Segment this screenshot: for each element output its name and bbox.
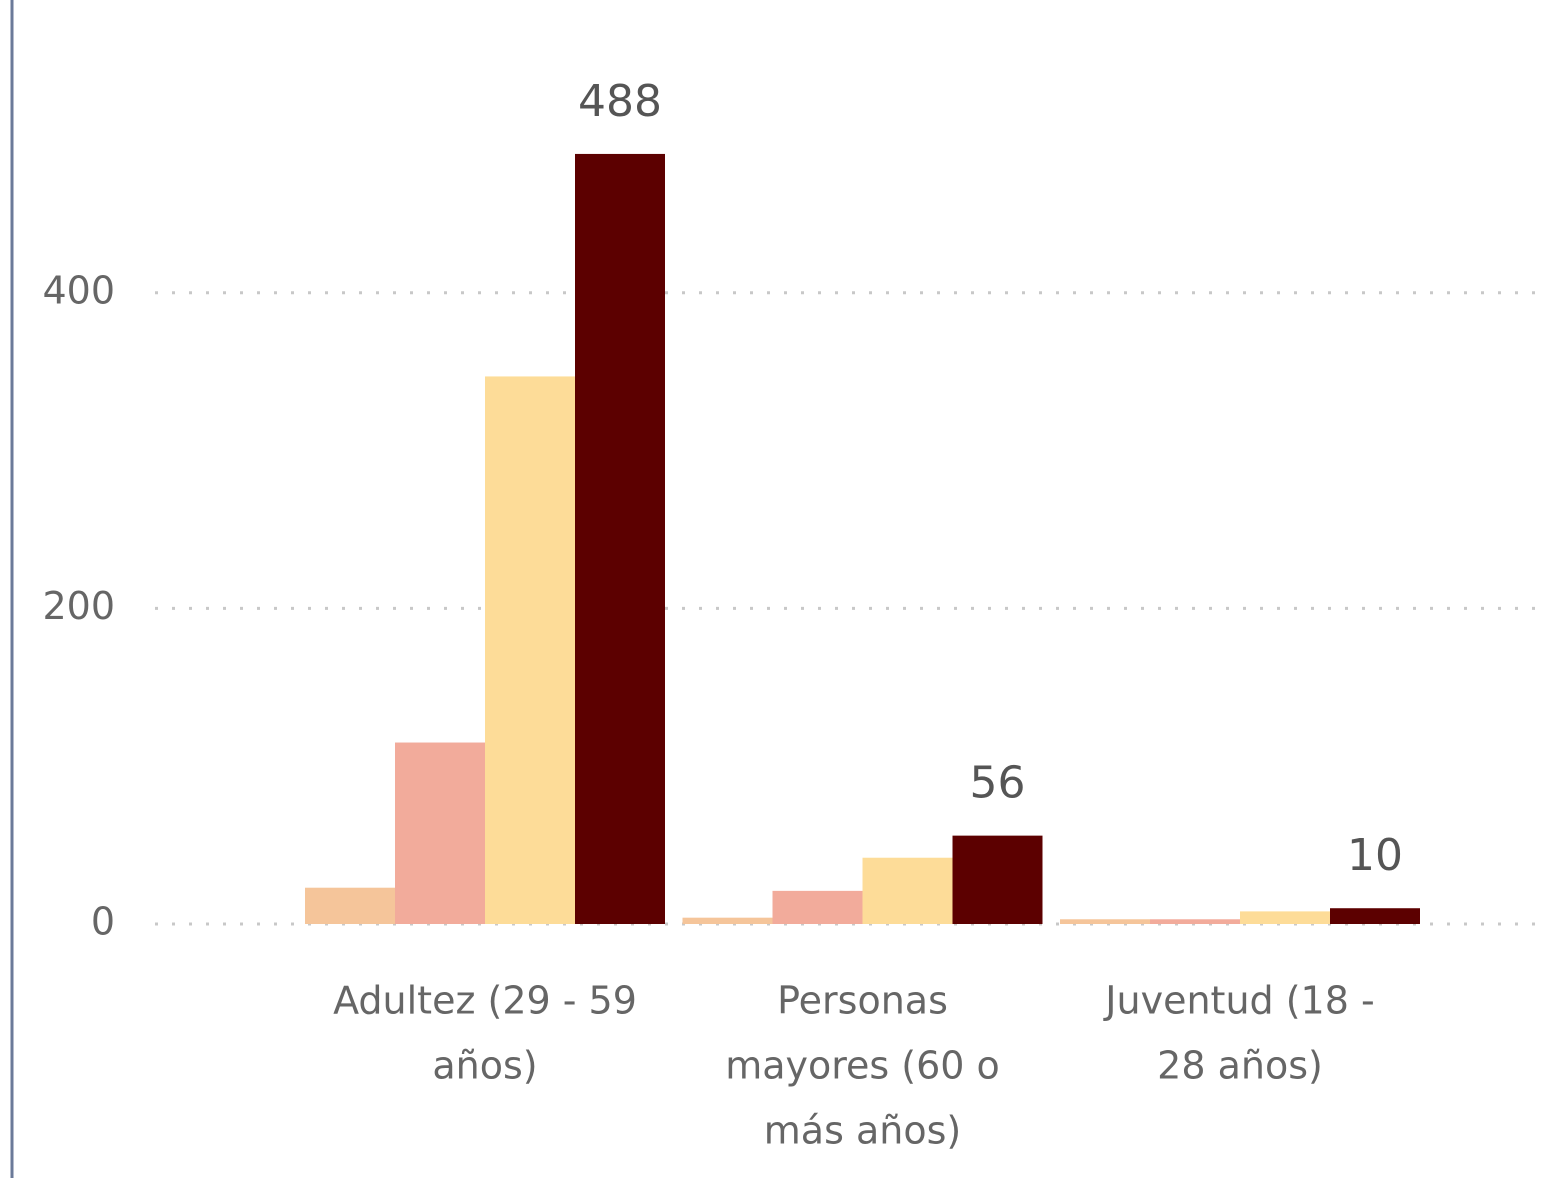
data-label: 10 [1347, 830, 1403, 881]
x-tick-label: Personas [777, 979, 948, 1023]
bar [305, 887, 395, 924]
bar [1150, 919, 1240, 924]
bar [485, 376, 575, 925]
bar [1330, 908, 1420, 924]
y-tick-label: 400 [42, 268, 115, 312]
x-tick-label: 28 años) [1157, 1044, 1323, 1088]
y-tick-label: 0 [91, 900, 115, 944]
x-tick-label: años) [432, 1044, 537, 1088]
bar [682, 917, 773, 924]
bar [772, 890, 863, 924]
x-tick-label: más años) [764, 1109, 961, 1153]
x-tick-label: mayores (60 o [725, 1044, 1000, 1088]
x-tick-label: Juventud (18 - [1103, 979, 1374, 1023]
bar [395, 742, 485, 924]
y-tick-label: 200 [42, 584, 115, 628]
data-label: 56 [970, 758, 1026, 809]
bar [575, 153, 665, 924]
data-label: 488 [578, 76, 662, 127]
bar [862, 857, 953, 924]
x-tick-label: Adultez (29 - 59 [333, 979, 637, 1023]
bar [1060, 919, 1150, 924]
bar [952, 835, 1043, 924]
bar [1240, 911, 1330, 924]
